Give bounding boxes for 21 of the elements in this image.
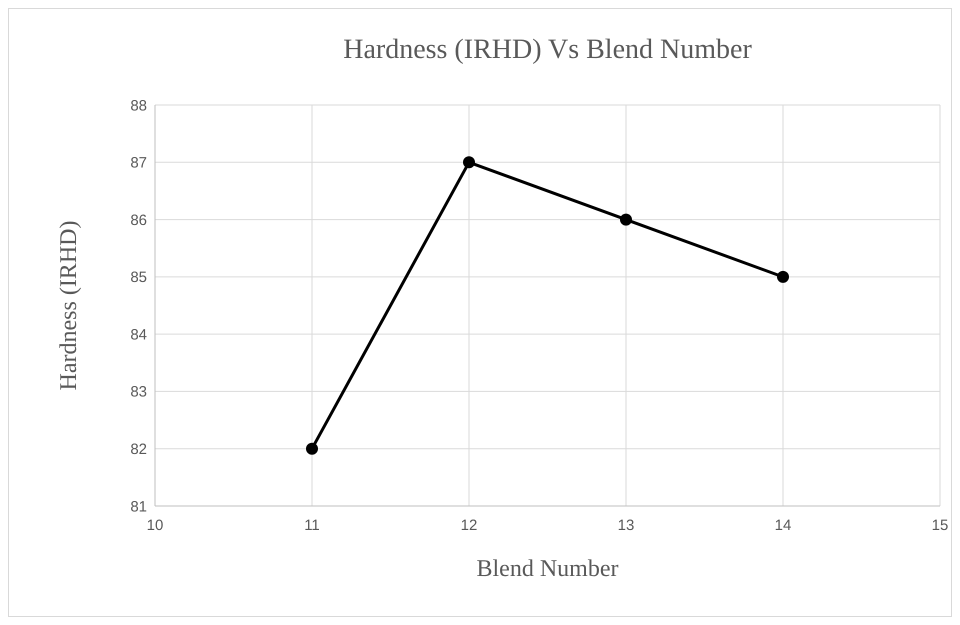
point (777, 270, 789, 283)
y-tick-label: 84 (130, 326, 147, 344)
x-tick-label: 11 (304, 517, 320, 534)
x-tick-label: 14 (774, 517, 792, 534)
chart-title: Hardness (IRHD) Vs Blend Number (343, 34, 752, 65)
y-tick-label: 87 (130, 154, 147, 172)
y-tick-label: 86 (130, 212, 147, 229)
y-tick-label: 88 (130, 97, 147, 114)
point (463, 156, 475, 168)
x-tick-label: 15 (932, 517, 948, 534)
x-tick-label: 10 (146, 517, 164, 534)
y-tick-label: 81 (130, 498, 147, 516)
y-tick-label: 83 (130, 384, 147, 401)
point (306, 442, 318, 455)
y-axis-title: Hardness (IRHD) (56, 220, 82, 390)
y-tick-label: 85 (130, 269, 147, 286)
x-axis-title: Blend Number (476, 556, 618, 582)
y-tick-label: 82 (130, 440, 147, 458)
x-tick-label: 13 (618, 517, 634, 534)
point (620, 214, 632, 226)
x-tick-label: 12 (460, 517, 478, 534)
